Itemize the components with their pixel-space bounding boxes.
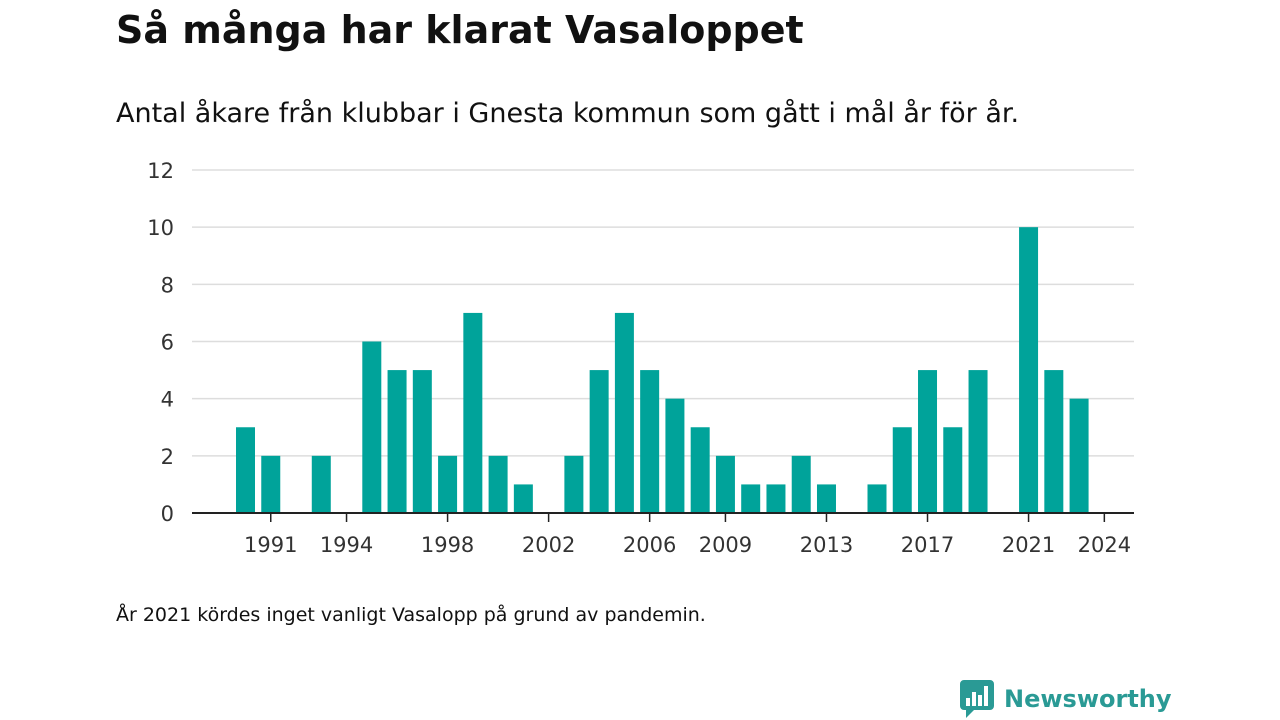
y-tick-label: 2 xyxy=(161,445,174,469)
bar xyxy=(892,427,912,513)
y-tick-label: 6 xyxy=(161,331,174,355)
x-tick-label: 2002 xyxy=(522,533,575,557)
bar xyxy=(766,484,786,513)
y-tick-label: 12 xyxy=(147,159,174,183)
bar xyxy=(463,312,483,513)
bar xyxy=(640,370,660,513)
bar xyxy=(438,455,458,513)
bar xyxy=(412,370,432,513)
x-tick-label: 1998 xyxy=(421,533,474,557)
brand-name: Newsworthy xyxy=(1004,685,1172,713)
bar xyxy=(665,398,685,513)
bar xyxy=(943,427,963,513)
x-tick-label: 2024 xyxy=(1078,533,1131,557)
x-tick-label: 2006 xyxy=(623,533,676,557)
bar xyxy=(311,455,331,513)
x-tick-label: 1994 xyxy=(320,533,373,557)
bar xyxy=(816,484,836,513)
bar xyxy=(614,312,634,513)
chart-title: Så många har klarat Vasaloppet xyxy=(116,8,804,52)
y-tick-label: 4 xyxy=(161,388,174,412)
y-tick-label: 8 xyxy=(161,273,174,297)
bar xyxy=(488,455,508,513)
x-tick-label: 2017 xyxy=(901,533,954,557)
bar xyxy=(918,370,938,513)
gridlines xyxy=(192,169,1134,457)
x-tick-label: 2009 xyxy=(699,533,752,557)
brand-logo: Newsworthy xyxy=(960,680,1172,718)
bar xyxy=(362,341,382,513)
bar xyxy=(791,455,811,513)
bar-chart-speech-bubble-icon xyxy=(960,680,994,718)
bar xyxy=(690,427,710,513)
y-tick-label: 10 xyxy=(147,216,174,240)
footnote: År 2021 kördes inget vanligt Vasalopp på… xyxy=(116,604,706,626)
bars xyxy=(236,227,1089,513)
bar xyxy=(1019,227,1039,513)
x-tick-label: 2021 xyxy=(1002,533,1055,557)
bar xyxy=(236,427,255,513)
chart-subtitle: Antal åkare från klubbar i Gnesta kommun… xyxy=(116,98,1020,129)
x-tick-label: 1991 xyxy=(244,533,297,557)
bar xyxy=(387,370,407,513)
bar xyxy=(1069,398,1089,513)
bar xyxy=(1044,370,1064,513)
y-tick-label: 0 xyxy=(161,502,174,526)
bar xyxy=(589,370,609,513)
x-tick-label: 2013 xyxy=(800,533,853,557)
bar xyxy=(715,455,735,513)
bar xyxy=(968,370,988,513)
bar xyxy=(741,484,761,513)
bar xyxy=(261,455,281,513)
bar xyxy=(564,455,584,513)
bar xyxy=(867,484,887,513)
x-axis: 1991 1994 1998 2002 2006 2009 2013 2017 2021 2024 xyxy=(192,512,1134,557)
bar xyxy=(513,484,533,513)
y-axis: 0 2 4 6 8 10 12 xyxy=(147,159,174,526)
